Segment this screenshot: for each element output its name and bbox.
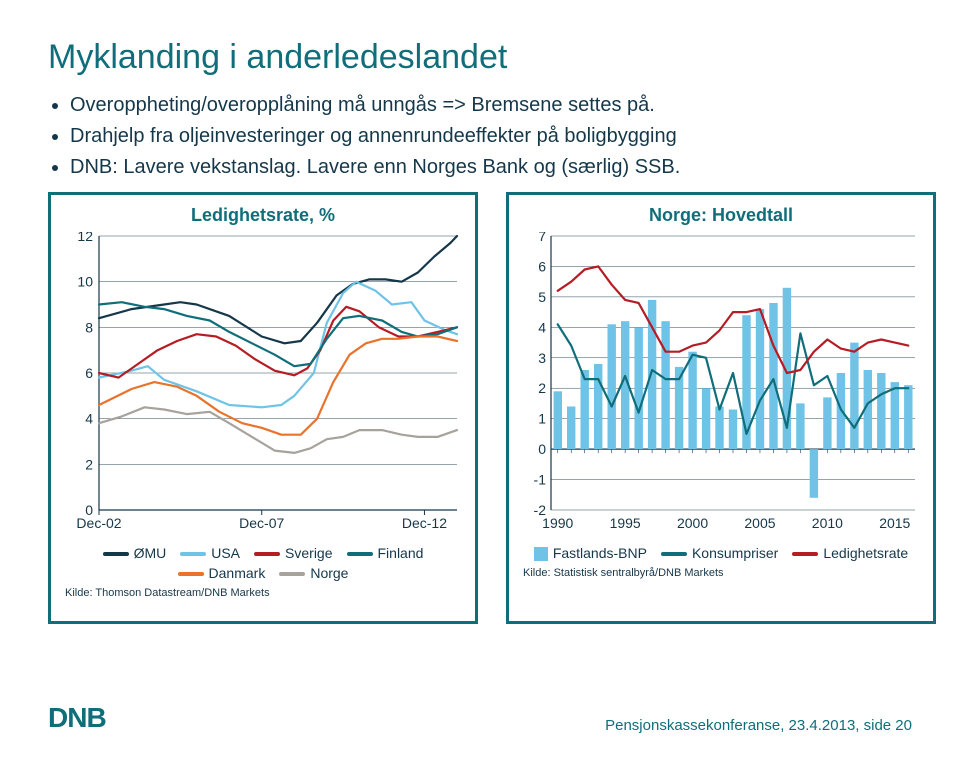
bullet-item: Overoppheting/overopplåning må unngås =>…: [70, 93, 912, 118]
svg-text:1995: 1995: [610, 515, 641, 531]
charts-row: Ledighetsrate, % 024681012Dec-02Dec-07De…: [48, 192, 912, 624]
left-chart-source: Kilde: Thomson Datastream/DNB Markets: [65, 587, 461, 599]
legend-item: Fastlands-BNP: [534, 545, 647, 561]
right-chart-legend: Fastlands-BNP Konsumpriser Ledighetsrate: [523, 545, 919, 561]
legend-item: Ledighetsrate: [792, 545, 908, 561]
svg-text:3: 3: [538, 350, 546, 366]
right-chart-plot: -2-101234567199019952000200520102015: [523, 232, 919, 537]
footer-text: Pensjonskassekonferanse, 23.4.2013, side…: [605, 717, 912, 734]
svg-text:10: 10: [77, 274, 93, 290]
right-chart-source: Kilde: Statistisk sentralbyrå/DNB Market…: [523, 567, 919, 579]
svg-text:-1: -1: [534, 472, 547, 488]
svg-text:Dec-02: Dec-02: [76, 515, 121, 531]
left-panel: Ledighetsrate, % 024681012Dec-02Dec-07De…: [48, 192, 478, 624]
legend-item: Konsumpriser: [661, 545, 778, 561]
legend-item: Sverige: [254, 545, 332, 561]
svg-text:4: 4: [538, 319, 546, 335]
svg-text:2: 2: [85, 456, 93, 472]
svg-text:6: 6: [85, 365, 93, 381]
svg-text:4: 4: [85, 411, 93, 427]
right-panel: Norge: Hovedtall -2-10123456719901995200…: [506, 192, 936, 624]
legend-item: Finland: [347, 545, 424, 561]
legend-item: Norge: [279, 565, 348, 581]
legend-item: ØMU: [103, 545, 167, 561]
bullet-item: DNB: Lavere vekstanslag. Lavere enn Norg…: [70, 155, 912, 180]
svg-text:7: 7: [538, 232, 546, 244]
svg-text:0: 0: [538, 441, 546, 457]
legend-item: USA: [180, 545, 240, 561]
svg-text:5: 5: [538, 289, 546, 305]
right-chart-title: Norge: Hovedtall: [523, 205, 919, 226]
left-chart-legend: ØMU USA Sverige Finland Danmark Norge: [65, 545, 461, 581]
svg-text:Dec-07: Dec-07: [239, 515, 284, 531]
footer: DNB Pensjonskassekonferanse, 23.4.2013, …: [48, 702, 912, 734]
svg-text:2005: 2005: [744, 515, 775, 531]
svg-text:2010: 2010: [812, 515, 843, 531]
svg-text:8: 8: [85, 319, 93, 335]
left-chart-plot: 024681012Dec-02Dec-07Dec-12: [65, 232, 461, 537]
logo: DNB: [48, 702, 106, 734]
bullet-list: Overoppheting/overopplåning må unngås =>…: [48, 93, 912, 180]
svg-text:1: 1: [538, 411, 546, 427]
svg-text:2000: 2000: [677, 515, 708, 531]
svg-text:2: 2: [538, 380, 546, 396]
bullet-item: Drahjelp fra oljeinvesteringer og annenr…: [70, 124, 912, 149]
svg-text:1990: 1990: [542, 515, 573, 531]
legend-item: Danmark: [178, 565, 266, 581]
left-chart-title: Ledighetsrate, %: [65, 205, 461, 226]
svg-text:6: 6: [538, 258, 546, 274]
slide: Myklanding i anderledeslandet Overopphet…: [0, 0, 960, 758]
svg-text:12: 12: [77, 232, 93, 244]
page-title: Myklanding i anderledeslandet: [48, 38, 912, 77]
svg-text:Dec-12: Dec-12: [402, 515, 447, 531]
svg-text:2015: 2015: [879, 515, 910, 531]
